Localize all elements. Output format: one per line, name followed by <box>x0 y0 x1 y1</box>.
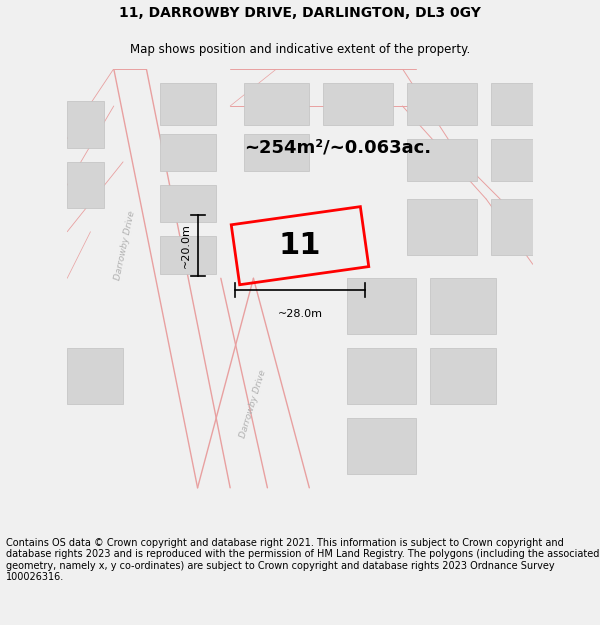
Polygon shape <box>244 134 310 171</box>
Polygon shape <box>347 348 416 404</box>
Polygon shape <box>67 162 104 209</box>
Polygon shape <box>407 139 477 181</box>
Polygon shape <box>491 199 533 255</box>
Polygon shape <box>430 278 496 334</box>
Text: 11, DARROWBY DRIVE, DARLINGTON, DL3 0GY: 11, DARROWBY DRIVE, DARLINGTON, DL3 0GY <box>119 6 481 20</box>
Polygon shape <box>160 134 216 171</box>
Text: Darrowby Drive: Darrowby Drive <box>113 210 137 281</box>
Text: Darrowby Drive: Darrowby Drive <box>239 369 268 439</box>
Text: Map shows position and indicative extent of the property.: Map shows position and indicative extent… <box>130 42 470 56</box>
Polygon shape <box>347 418 416 474</box>
Text: ~28.0m: ~28.0m <box>277 309 323 319</box>
Polygon shape <box>491 139 533 181</box>
Text: Contains OS data © Crown copyright and database right 2021. This information is : Contains OS data © Crown copyright and d… <box>6 538 599 582</box>
Polygon shape <box>67 101 104 148</box>
Polygon shape <box>323 82 393 124</box>
Polygon shape <box>491 82 533 124</box>
Polygon shape <box>160 82 216 124</box>
Polygon shape <box>67 348 123 404</box>
Polygon shape <box>244 82 310 124</box>
Polygon shape <box>407 82 477 124</box>
Polygon shape <box>430 348 496 404</box>
Polygon shape <box>347 278 416 334</box>
Polygon shape <box>160 185 216 222</box>
Text: ~254m²/~0.063ac.: ~254m²/~0.063ac. <box>244 139 431 157</box>
Polygon shape <box>407 199 477 255</box>
Text: 11: 11 <box>279 231 321 260</box>
Polygon shape <box>160 236 216 274</box>
Text: ~20.0m: ~20.0m <box>181 223 191 268</box>
